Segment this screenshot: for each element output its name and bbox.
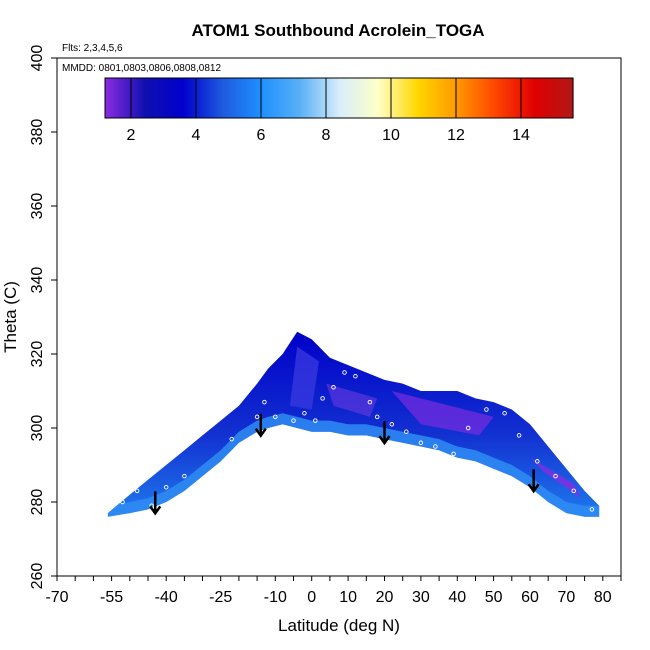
x-tick-label: 60 (521, 589, 539, 606)
sample-point (535, 459, 540, 464)
sample-point (313, 418, 318, 423)
sample-point (342, 370, 347, 375)
y-tick-label: 380 (29, 119, 46, 146)
dates-note: MMDD: 0801,0803,0806,0808,0812 (62, 63, 221, 74)
colorbar-tick-label: 8 (322, 127, 331, 144)
x-tick-label: 20 (376, 589, 394, 606)
sample-point (320, 396, 325, 401)
sample-point (516, 433, 522, 438)
x-tick-label: 30 (412, 589, 430, 606)
sample-point (433, 444, 438, 449)
x-axis: -70 -55 -40 -25 -10 0 10 20 30 40 50 60 70 80 (45, 576, 622, 606)
x-tick-label: 0 (307, 589, 316, 606)
colorbar-tick-label: 4 (192, 127, 201, 144)
colorbar-frame (104, 77, 574, 119)
y-tick-label: 360 (29, 193, 46, 220)
descent-arrow (254, 413, 267, 438)
sample-point (353, 373, 358, 379)
x-tick-label: 50 (485, 589, 503, 606)
colorbar-segment (300, 78, 340, 118)
sample-point (367, 399, 373, 405)
colorbar-tick-label: 14 (512, 127, 530, 144)
x-tick-label: -40 (155, 589, 178, 606)
colorbar-segment (378, 78, 418, 118)
sample-point (229, 436, 234, 442)
x-axis-label: Latitude (deg N) (278, 616, 400, 635)
colorbar-tick-label: 12 (447, 127, 465, 144)
x-tick-label: 80 (594, 589, 612, 606)
x-tick-label: -70 (45, 589, 68, 606)
ridge-patch (289, 346, 319, 410)
descent-arrow (378, 421, 391, 446)
flights-note: Flts: 2,3,4,5,6 (62, 43, 123, 54)
colorbar (104, 77, 574, 119)
colorbar-segment (534, 78, 574, 118)
descent-arrow (527, 469, 540, 494)
sample-point (254, 414, 260, 420)
y-tick-label: 400 (29, 45, 46, 72)
colorbar-segment (261, 78, 301, 118)
descent-arrows (149, 413, 540, 516)
sample-point (331, 385, 336, 390)
ridge-patch (391, 391, 494, 436)
colorbar-segment (105, 78, 145, 118)
colorbar-ticks: 2 4 6 8 10 12 14 (127, 78, 530, 144)
y-tick-label: 320 (29, 341, 46, 368)
sample-point (465, 425, 471, 431)
colorbar-tick-label: 10 (382, 127, 400, 144)
sample-point (302, 410, 307, 416)
sample-point (484, 407, 489, 412)
plot-frame (56, 57, 622, 577)
sample-point (589, 507, 595, 512)
colorbar-segment (456, 78, 496, 118)
x-tick-label: -25 (209, 589, 232, 606)
sample-point (163, 484, 169, 490)
x-tick-label: 40 (448, 589, 466, 606)
sample-point (451, 451, 456, 457)
chart-title: ATOM1 Southbound Acrolein_TOGA (191, 21, 484, 40)
colorbar-segment (222, 78, 262, 118)
x-tick-label: 10 (339, 589, 357, 606)
y-tick-label: 340 (29, 267, 46, 294)
sample-points (109, 359, 595, 512)
colorbar-segment (495, 78, 535, 118)
sample-point (273, 414, 278, 420)
sample-point (374, 414, 380, 420)
colorbar-tick-label: 2 (127, 127, 136, 144)
sample-point (418, 440, 424, 446)
y-axis-label: Theta (C) (1, 281, 20, 353)
sample-point (389, 422, 395, 427)
sample-point (502, 410, 507, 416)
descent-arrow (149, 491, 162, 516)
sample-point (404, 429, 409, 434)
y-axis: 260 280 300 320 340 360 380 400 (29, 45, 57, 590)
colorbar-segment (417, 78, 457, 118)
ridge-patch (326, 383, 378, 417)
colorbar-segment (183, 78, 223, 118)
sample-point (109, 492, 114, 497)
sample-point (360, 359, 365, 364)
sample-point (182, 473, 187, 479)
colorbar-segment (339, 78, 379, 118)
sample-point (120, 499, 125, 505)
y-tick-label: 260 (29, 563, 46, 590)
x-tick-label: -55 (100, 589, 123, 606)
y-tick-label: 300 (29, 415, 46, 442)
sample-point (571, 488, 576, 494)
x-tick-label: 70 (558, 589, 576, 606)
sample-point (262, 399, 267, 405)
sample-point (291, 418, 296, 423)
y-tick-label: 280 (29, 489, 46, 516)
colorbar-tick-label: 6 (257, 127, 266, 144)
sample-point (134, 488, 140, 494)
data-ridge (107, 331, 600, 517)
colorbar-segment (144, 78, 184, 118)
sample-point (553, 473, 558, 479)
x-tick-label: -10 (264, 589, 287, 606)
